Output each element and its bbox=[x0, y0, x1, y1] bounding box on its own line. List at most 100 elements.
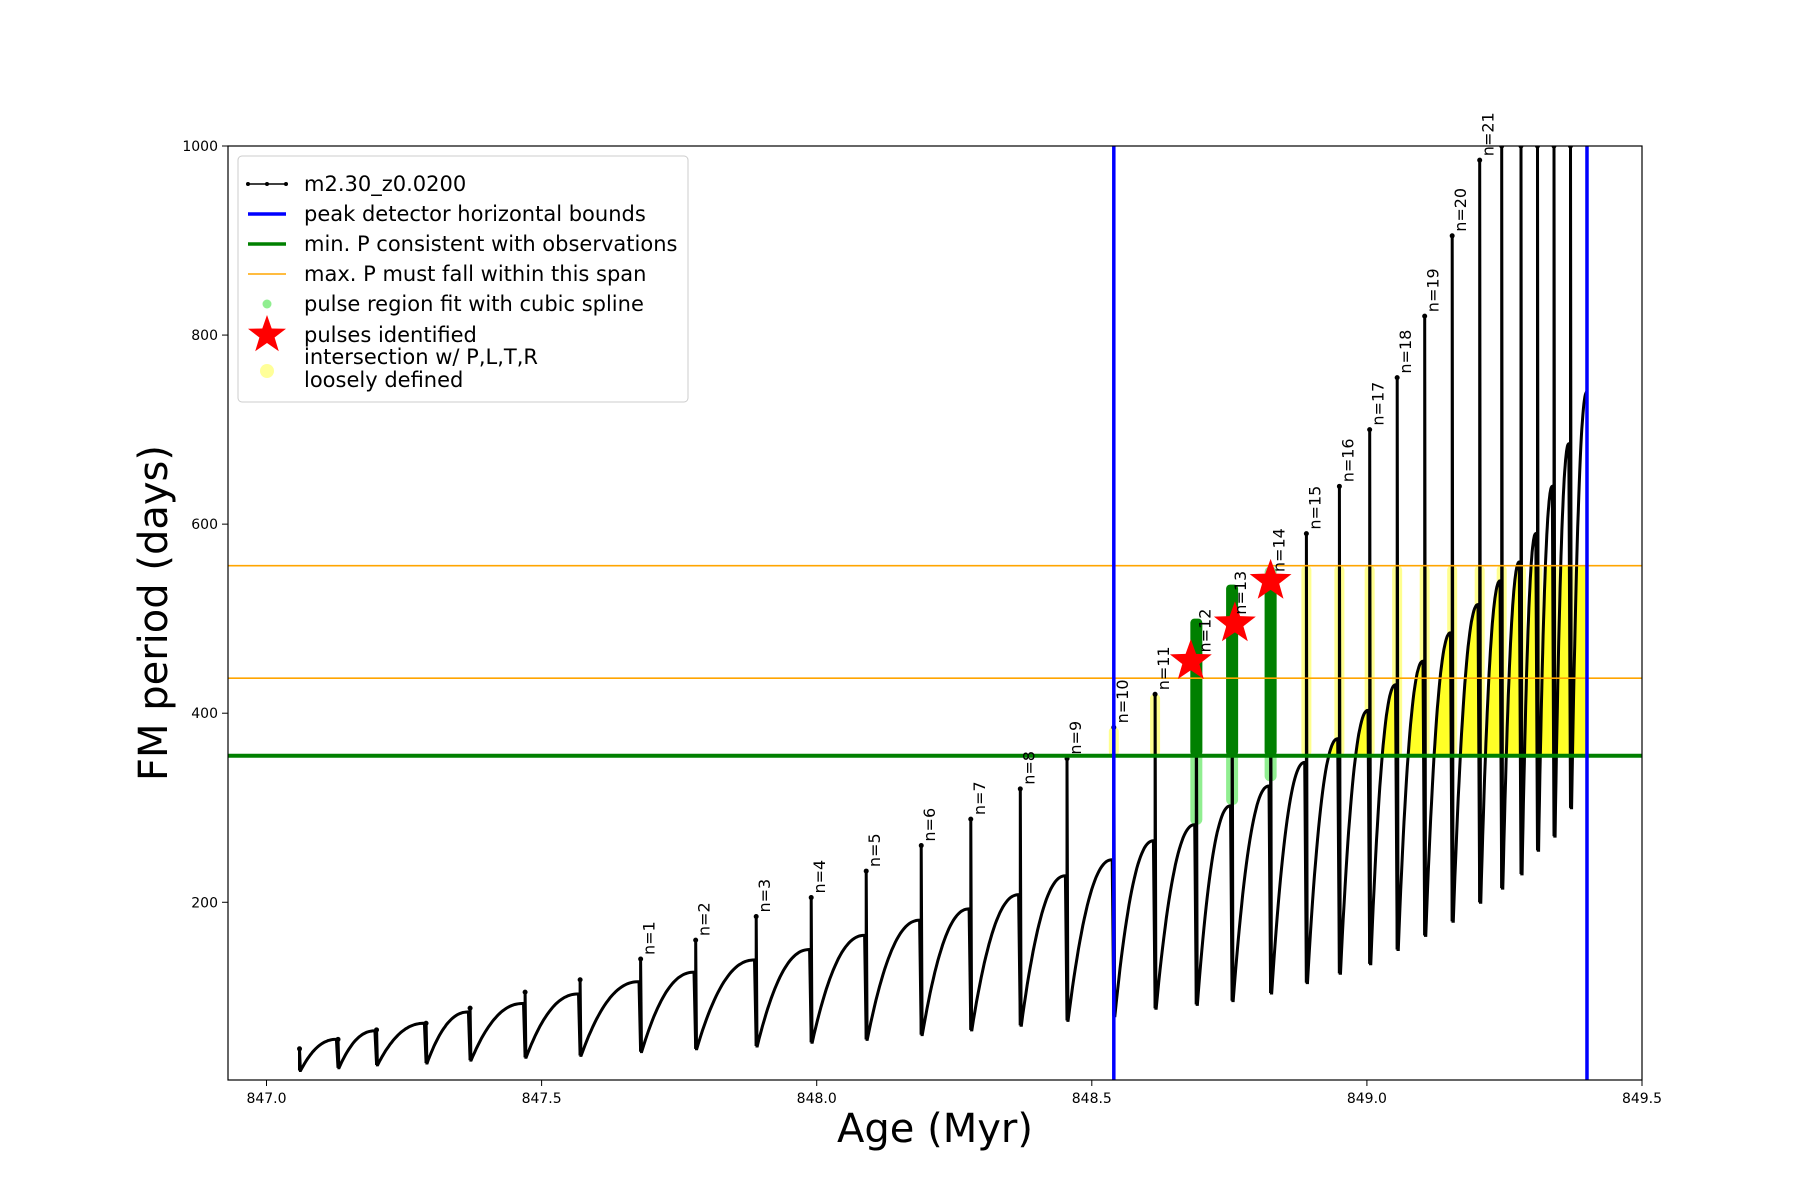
model-track-point bbox=[1534, 146, 1540, 149]
model-track-point bbox=[1499, 146, 1505, 149]
model-track-segment bbox=[754, 916, 813, 1048]
pulse-label: n=14 bbox=[1270, 528, 1289, 572]
x-axis-label: Age (Myr) bbox=[837, 1106, 1033, 1152]
y-tick-label: 400 bbox=[191, 706, 218, 722]
pulse-identified-star bbox=[1249, 558, 1292, 599]
model-track-point bbox=[693, 937, 699, 943]
model-track-segment bbox=[969, 819, 1022, 1032]
pulse-label: n=19 bbox=[1424, 268, 1443, 312]
model-track-point bbox=[1394, 375, 1400, 381]
model-track-point bbox=[1422, 313, 1428, 319]
pulse-label: n=11 bbox=[1154, 646, 1173, 690]
model-track-segment bbox=[375, 1021, 428, 1067]
x-tick-label: 848.0 bbox=[797, 1091, 837, 1107]
model-track-point bbox=[968, 816, 974, 822]
model-track-point bbox=[374, 1027, 380, 1033]
pulse-identified-star bbox=[1169, 639, 1212, 679]
y-axis-label: FM period (days) bbox=[131, 445, 177, 781]
legend-label: pulses identified bbox=[304, 323, 477, 347]
model-track-point bbox=[522, 989, 528, 995]
model-track-segment bbox=[523, 992, 582, 1059]
model-track-segment bbox=[1569, 146, 1588, 810]
x-tick-label: 847.5 bbox=[522, 1091, 562, 1107]
model-track-segment bbox=[864, 871, 923, 1041]
y-tick-label: 800 bbox=[191, 328, 218, 344]
model-track-segment bbox=[1552, 146, 1572, 838]
model-track-point bbox=[1567, 146, 1573, 149]
model-track-segment bbox=[1112, 727, 1157, 1018]
model-track-segment bbox=[809, 897, 868, 1044]
pulse-identified-star bbox=[1213, 601, 1256, 642]
model-track-segment bbox=[1450, 235, 1482, 923]
legend-handle-marker bbox=[265, 182, 269, 186]
model-track-point bbox=[1367, 427, 1373, 433]
model-track-point bbox=[808, 895, 814, 901]
pulse-label: n=20 bbox=[1451, 188, 1470, 232]
legend-label: max. P must fall within this span bbox=[304, 262, 646, 286]
pulse-label: n=10 bbox=[1113, 679, 1132, 723]
model-track-point bbox=[1449, 233, 1455, 239]
pulse-label: n=5 bbox=[865, 833, 884, 867]
y-tick-label: 600 bbox=[191, 517, 218, 533]
model-track-segment bbox=[1478, 160, 1504, 904]
y-tick-label: 1000 bbox=[182, 139, 218, 155]
intersection-area bbox=[1460, 604, 1478, 756]
legend-handle-star bbox=[248, 315, 286, 352]
model-track-segment bbox=[639, 958, 698, 1054]
legend-label: intersection w/ P,L,T,R bbox=[304, 345, 538, 369]
model-track-segment bbox=[1269, 576, 1308, 995]
x-tick-label: 847.0 bbox=[246, 1091, 286, 1107]
model-track-segment bbox=[1500, 146, 1523, 890]
pulse-label: n=16 bbox=[1338, 438, 1357, 482]
model-track-segment bbox=[919, 845, 973, 1037]
model-track-segment bbox=[578, 979, 643, 1057]
legend-handle-dot bbox=[262, 299, 272, 309]
model-track-segment bbox=[1230, 618, 1273, 1003]
model-track-point bbox=[1477, 157, 1483, 163]
plot-frame bbox=[227, 145, 1643, 1081]
legend-handle-marker bbox=[284, 182, 288, 186]
x-tick-label: 848.5 bbox=[1072, 1091, 1112, 1107]
model-track-point bbox=[1551, 146, 1557, 149]
model-track-segment bbox=[1153, 694, 1198, 1010]
model-track-segment bbox=[1194, 656, 1234, 1006]
pulse-label: n=13 bbox=[1231, 571, 1250, 615]
pulse-label: n=9 bbox=[1066, 721, 1085, 755]
observation-column bbox=[1264, 584, 1277, 756]
legend-box bbox=[237, 155, 689, 403]
model-track-point bbox=[297, 1046, 303, 1052]
model-track-point bbox=[467, 1005, 473, 1011]
y-tick-label: 200 bbox=[191, 895, 218, 911]
model-track-point bbox=[1303, 531, 1309, 537]
model-track-segment bbox=[424, 1010, 472, 1065]
pulse-label: n=18 bbox=[1396, 330, 1415, 374]
model-track-segment bbox=[1337, 486, 1372, 975]
model-track-segment bbox=[1065, 758, 1116, 1022]
model-track-point bbox=[1336, 483, 1342, 489]
model-track-segment bbox=[1536, 146, 1556, 852]
intersection-area bbox=[1434, 632, 1451, 756]
model-track-point bbox=[863, 868, 869, 874]
x-tick-label: 849.5 bbox=[1622, 1091, 1662, 1107]
pulse-label: n=17 bbox=[1369, 382, 1388, 426]
model-track-segment bbox=[336, 1029, 379, 1070]
pulse-label: n=15 bbox=[1305, 486, 1324, 530]
pulse-label: n=2 bbox=[695, 902, 714, 936]
legend-label: loosely defined bbox=[304, 368, 463, 392]
axis-ticks: 847.0 847.5 848.0 848.5 849.0 849.5 200 400 600 8… bbox=[182, 139, 1662, 1107]
model-track-segment bbox=[1018, 788, 1069, 1027]
legend-label: pulse region fit with cubic spline bbox=[304, 292, 644, 316]
model-track-point bbox=[1518, 146, 1524, 149]
pulse-labels: n=1 n=2 n=3 n=4 n=5 n=6 n=7 n=8 n=9 n=10 n=11 n=12 n… bbox=[640, 112, 1498, 955]
model-track-point bbox=[423, 1020, 429, 1026]
pulse-label: n=6 bbox=[920, 808, 939, 842]
x-tick-label: 849.0 bbox=[1347, 1091, 1387, 1107]
legend-handle-marker bbox=[246, 182, 250, 186]
legend-label: min. P consistent with observations bbox=[304, 232, 677, 256]
model-track-point bbox=[638, 956, 644, 962]
model-track-segment bbox=[1304, 533, 1341, 985]
model-track-point bbox=[1017, 786, 1023, 792]
intersection-area bbox=[1408, 661, 1423, 756]
